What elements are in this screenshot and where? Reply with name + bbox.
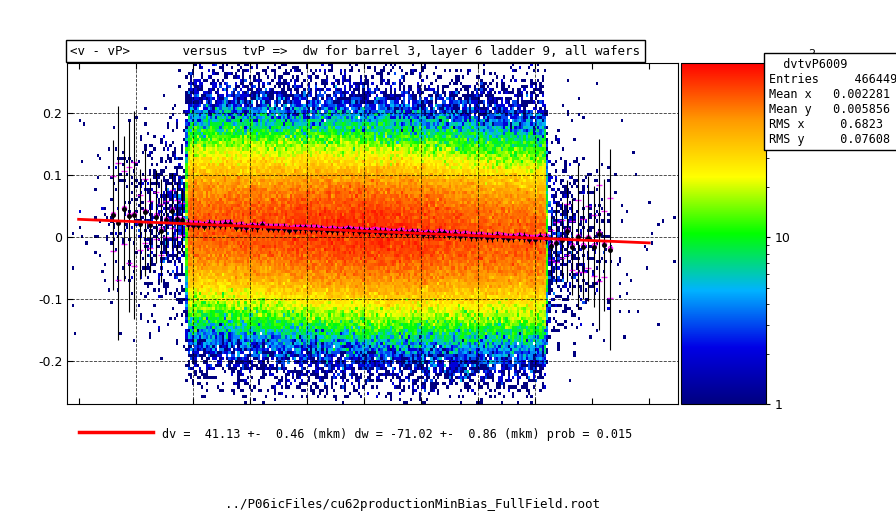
Text: dv =  41.13 +-  0.46 (mkm) dw = -71.02 +-  0.86 (mkm) prob = 0.015: dv = 41.13 +- 0.46 (mkm) dw = -71.02 +- … <box>162 428 632 441</box>
Text: 2: 2 <box>808 49 815 59</box>
Text: ../P06icFiles/cu62productionMinBias_FullField.root: ../P06icFiles/cu62productionMinBias_Full… <box>225 498 599 511</box>
Text: <v - vP>       versus  tvP =>  dw for barrel 3, layer 6 ladder 9, all wafers: <v - vP> versus tvP => dw for barrel 3, … <box>70 45 641 58</box>
X-axis label: ../P06icFiles/cu62productionMinBias_FullField.root: ../P06icFiles/cu62productionMinBias_Full… <box>218 485 528 498</box>
Text: dvtvP6009
Entries     466449
Mean x   0.002281
Mean y   0.005856
RMS x     0.682: dvtvP6009 Entries 466449 Mean x 0.002281… <box>769 58 896 146</box>
